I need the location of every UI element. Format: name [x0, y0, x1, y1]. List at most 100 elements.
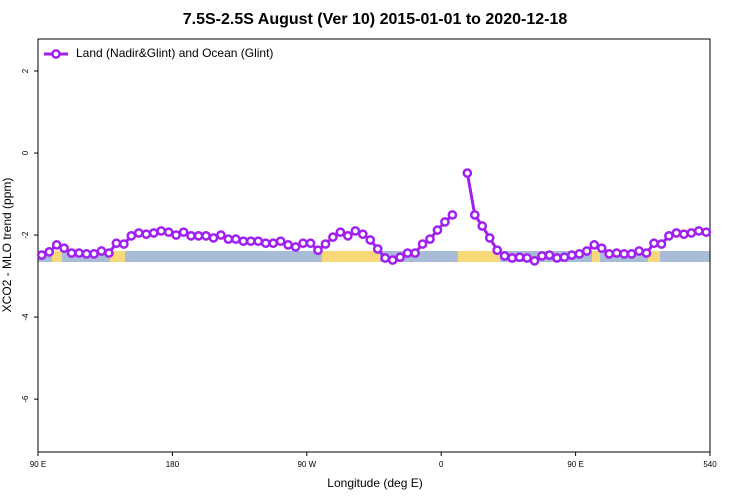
x-tick-label: 180	[166, 460, 180, 469]
x-axis-label: Longitude (deg E)	[327, 476, 422, 490]
point	[626, 249, 637, 259]
point	[701, 227, 712, 238]
point	[619, 249, 629, 259]
point	[81, 249, 92, 259]
point	[283, 240, 293, 250]
point	[74, 248, 84, 258]
point	[44, 247, 55, 257]
point	[559, 252, 570, 263]
point	[290, 242, 301, 252]
point	[671, 228, 682, 238]
point	[313, 245, 323, 256]
surface-band	[38, 251, 710, 262]
point	[96, 246, 107, 256]
point	[522, 253, 532, 263]
point	[567, 250, 577, 260]
point	[193, 231, 204, 241]
point	[507, 253, 517, 263]
point	[216, 230, 226, 240]
point	[66, 248, 77, 258]
point	[679, 229, 689, 240]
x-tick-label: 540	[703, 460, 717, 469]
point	[447, 210, 458, 220]
point	[231, 234, 241, 244]
point	[537, 251, 547, 261]
point	[178, 227, 189, 238]
point	[328, 232, 338, 242]
point	[320, 239, 331, 249]
point	[552, 253, 562, 263]
point	[268, 238, 279, 249]
point	[186, 231, 196, 241]
point	[402, 248, 413, 258]
land-band	[458, 251, 500, 262]
point	[260, 238, 271, 249]
land-band	[648, 251, 660, 262]
point	[111, 238, 122, 249]
point	[611, 248, 622, 258]
point	[604, 249, 615, 259]
land-band	[110, 251, 125, 262]
y-axis-label: XCO2 - MLO trend (ppm)	[0, 178, 14, 313]
point	[89, 249, 99, 259]
y-tick-label: -6	[21, 395, 30, 403]
point	[664, 231, 674, 241]
point	[343, 231, 353, 241]
point	[305, 238, 316, 249]
point	[51, 240, 62, 250]
point	[499, 251, 510, 261]
point	[275, 236, 286, 247]
point	[529, 256, 540, 266]
land-band	[592, 251, 600, 262]
point	[432, 225, 443, 235]
point	[380, 253, 391, 263]
land-band	[52, 251, 62, 262]
point	[440, 217, 450, 227]
point	[492, 245, 503, 256]
x-tick-label: 90 E	[567, 460, 583, 469]
plot-frame	[37, 38, 711, 453]
point	[425, 234, 435, 244]
point	[335, 227, 346, 238]
y-tick-label: 2	[21, 68, 30, 73]
point	[372, 244, 383, 254]
point	[410, 248, 420, 258]
chart-title: 7.5S-2.5S August (Ver 10) 2015-01-01 to …	[183, 11, 568, 28]
x-tick-label: 90 W	[297, 460, 316, 469]
point	[223, 234, 234, 244]
point	[59, 243, 69, 254]
point	[245, 236, 256, 247]
point	[387, 255, 398, 265]
point	[596, 243, 607, 254]
point	[417, 239, 428, 249]
x-tick-label: 90 E	[30, 460, 46, 469]
point	[514, 252, 525, 263]
point	[208, 233, 219, 243]
point	[365, 235, 376, 245]
point	[156, 226, 167, 236]
point	[656, 239, 667, 249]
point	[581, 246, 592, 256]
point	[477, 221, 488, 231]
point	[104, 248, 114, 258]
point	[686, 228, 697, 238]
y-tick-label: 0	[21, 150, 30, 155]
point	[544, 250, 555, 260]
point	[141, 229, 152, 240]
point	[589, 240, 600, 250]
point	[350, 226, 361, 236]
point	[253, 236, 264, 247]
land-band	[322, 251, 380, 262]
point	[357, 229, 368, 240]
legend-label: Land (Nadir&Glint) and Ocean (Glint)	[76, 46, 273, 60]
point	[238, 236, 249, 247]
point	[469, 210, 480, 220]
point	[634, 246, 644, 256]
y-tick-label: -4	[21, 313, 30, 321]
point	[201, 231, 211, 241]
point	[395, 252, 405, 263]
point	[171, 230, 181, 240]
point	[693, 226, 704, 236]
legend-marker	[51, 49, 61, 59]
